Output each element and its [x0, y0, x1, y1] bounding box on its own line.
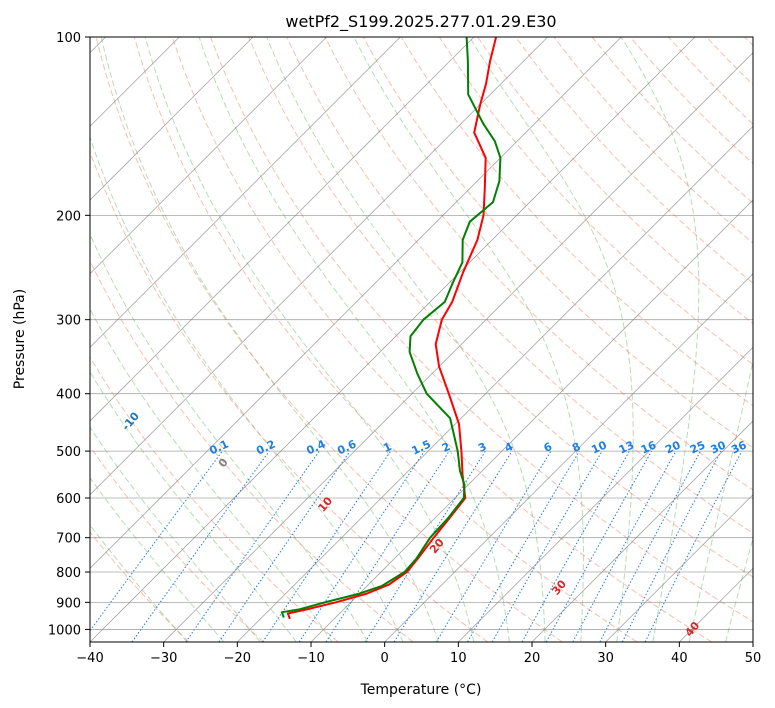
moist-adiabat-line: [90, 524, 188, 642]
y-axis-label: Pressure (hPa): [12, 289, 28, 389]
moist-adiabat-line: [266, 37, 546, 642]
moist-adiabat-line: [90, 476, 225, 642]
mixing-ratio-label: 20: [663, 438, 683, 456]
profile-series: [280, 37, 502, 620]
dry-adiabat-line: [95, 37, 563, 642]
isotherm-line: [90, 37, 622, 569]
mixing-ratio-line: [393, 450, 513, 642]
mixing-ratio-line: [262, 450, 392, 642]
isotherm-line: [163, 52, 753, 642]
moist-adiabat-line: [144, 37, 475, 642]
mixing-ratio-line: [644, 450, 743, 642]
moist-adiabat-line: [353, 37, 584, 642]
y-tick-label: 200: [56, 209, 81, 224]
mixing-ratio-line: [435, 450, 552, 642]
isotherm-line: [90, 37, 401, 348]
isotherm-line: [90, 37, 475, 422]
mixing-ratio-line: [621, 450, 722, 642]
isotherm-line: [310, 199, 753, 642]
y-tick-label: 300: [56, 314, 81, 329]
mixing-ratio-label: 16: [639, 438, 659, 456]
x-tick-label: −10: [297, 651, 324, 666]
y-tick-label: 900: [56, 596, 81, 611]
moist-adiabat-line: [620, 37, 700, 642]
isotherm-line: [90, 37, 548, 496]
y-tick-label: 100: [56, 31, 81, 46]
dry-adiabat-line: [90, 445, 264, 642]
dry-adiabat-line: [515, 37, 753, 284]
mixing-ratio-line: [545, 450, 653, 642]
isotherm-line: [605, 494, 753, 642]
isotherm-line: [384, 273, 753, 642]
mixing-ratio-line: [131, 450, 270, 642]
mixing-ratio-label: 30: [709, 438, 729, 456]
dry-adiabat-line: [171, 37, 712, 642]
dry-adiabat-line: [400, 37, 753, 407]
x-axis-label: Temperature (°C): [360, 682, 482, 698]
mixing-ratio-line: [325, 450, 450, 642]
y-tick-label: 1000: [48, 623, 81, 638]
mixing-ratio-line: [185, 450, 320, 642]
y-axis-ticks: 100 200 300 400 500 600 700 800 900 1000: [48, 31, 90, 638]
isobar-grid: [90, 37, 753, 630]
mixing-ratio-label: 36: [729, 438, 749, 456]
x-tick-label: 0: [381, 651, 389, 666]
mixing-ratio-label: 25: [688, 438, 707, 456]
isotherm-line: [458, 346, 753, 642]
x-tick-label: 40: [671, 651, 688, 666]
moist-adiabat-line: [90, 426, 261, 642]
isotherm-line: [90, 37, 696, 642]
dry-adiabat-line: [248, 37, 753, 578]
y-tick-label: 800: [56, 566, 81, 581]
moist-adiabat-line: [90, 135, 404, 642]
y-tick-label: 600: [56, 492, 81, 507]
mixing-ratio-line: [90, 450, 223, 632]
moist-adiabat-line: [198, 37, 510, 642]
dewpoint-profile-line: [280, 37, 502, 618]
dry-adiabat-line: [210, 37, 753, 623]
dry-adiabat-line: [90, 531, 190, 642]
x-tick-label: 10: [450, 651, 467, 666]
x-tick-label: 50: [745, 651, 762, 666]
moist-adiabat-line: [90, 370, 297, 642]
x-tick-label: 20: [524, 651, 541, 666]
isotherm-line: [531, 420, 753, 642]
line-labels: 0.10.20.40.611.52346810131620253036-100-…: [119, 409, 749, 639]
mixing-ratio-label: 10: [589, 438, 609, 456]
mixing-ratio-label: 13: [617, 438, 636, 456]
isotherm-line: [237, 125, 753, 642]
y-tick-label: 400: [56, 388, 81, 403]
mixing-ratio-lines: [90, 450, 743, 642]
moist-adiabat-line: [100, 37, 439, 642]
moist-adiabat-line: [688, 358, 753, 642]
mixing-ratio-line: [521, 450, 630, 642]
plot-frame: [89, 36, 754, 643]
x-axis-ticks: −40 −30 −20 −10 0 10 20 30 40 50: [76, 642, 761, 666]
mixing-ratio-line: [599, 450, 701, 642]
isotherm-grid: [90, 37, 753, 642]
temperature-profile-line: [286, 37, 498, 620]
y-tick-label: 700: [56, 532, 81, 547]
x-tick-label: −30: [150, 651, 177, 666]
mixing-ratio-line: [218, 450, 351, 642]
dry-adiabat-line: [438, 37, 753, 366]
x-tick-label: −40: [76, 651, 103, 666]
x-tick-label: 30: [597, 651, 614, 666]
moist-adiabat-line: [469, 37, 634, 642]
dry-adiabat-line: [90, 150, 488, 642]
isotherm-line: [90, 37, 254, 201]
mixing-ratio-line: [572, 450, 677, 642]
isotherm-line: [90, 37, 327, 275]
mixing-ratio-line: [298, 450, 425, 642]
chart-title: wetPf2_S199.2025.277.01.29.E30: [285, 12, 556, 32]
x-tick-label: −20: [224, 651, 251, 666]
dry-adiabat-line: [133, 37, 638, 642]
y-tick-label: 500: [56, 445, 81, 460]
